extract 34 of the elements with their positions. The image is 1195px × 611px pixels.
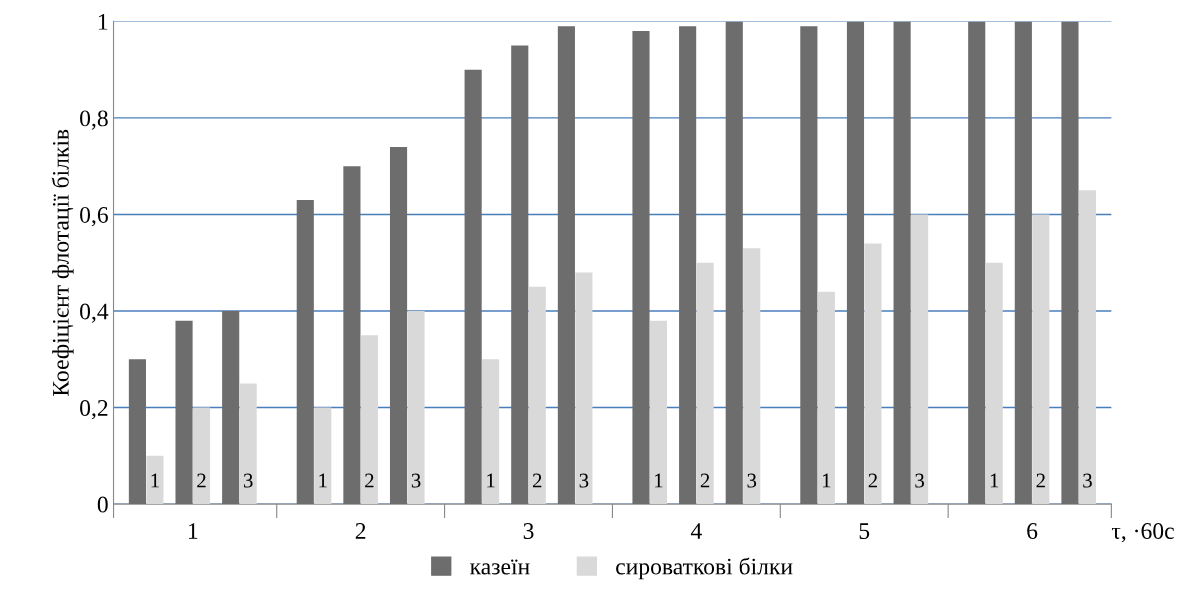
x-tick-label: 2 xyxy=(868,473,878,488)
y-tick-label: 1 xyxy=(98,13,108,30)
y-tick-label: 0,6 xyxy=(80,206,108,227)
x-tick-label: 1 xyxy=(990,473,999,488)
x-tick-label: 2 xyxy=(197,473,206,488)
text: 2 xyxy=(355,523,366,539)
text: 6 xyxy=(1027,523,1038,539)
x-tick-label: 1 xyxy=(487,473,495,488)
y-tick-label: 0 xyxy=(97,496,108,513)
y-tick-label: 0,2 xyxy=(80,400,108,420)
y-axis-title: Коефіцієнт флотації білків xyxy=(51,129,74,396)
y-tick-label: 0,8 xyxy=(80,110,108,130)
x-tick-label: 2 xyxy=(1036,473,1045,488)
x-tick-label: 1 xyxy=(822,473,831,488)
legend-label: казеїн xyxy=(470,559,530,575)
x-tick-label: 3 xyxy=(747,473,757,488)
text: 4 xyxy=(690,523,702,539)
x-tick-label: 2 xyxy=(700,473,710,488)
x-tick-label: 3 xyxy=(411,473,421,488)
x-axis-title: τ, ·60с xyxy=(1111,523,1174,543)
x-tick-label: 3 xyxy=(915,473,924,488)
x-tick-label: 1 xyxy=(319,473,327,488)
x-tick-label: 3 xyxy=(1083,473,1092,488)
x-tick-label: 2 xyxy=(532,473,542,488)
legend-label: сироваткові білки xyxy=(616,557,793,580)
x-tick-label: 3 xyxy=(579,473,589,488)
text: 1 xyxy=(188,523,198,539)
x-tick-label: 1 xyxy=(655,473,663,488)
x-tick-label: 1 xyxy=(151,473,159,488)
x-tick-label: 3 xyxy=(243,473,253,488)
x-tick-label: 2 xyxy=(365,473,374,488)
text: 3 xyxy=(523,523,534,539)
text: 5 xyxy=(859,523,870,539)
y-tick-label: 0,4 xyxy=(80,303,109,323)
